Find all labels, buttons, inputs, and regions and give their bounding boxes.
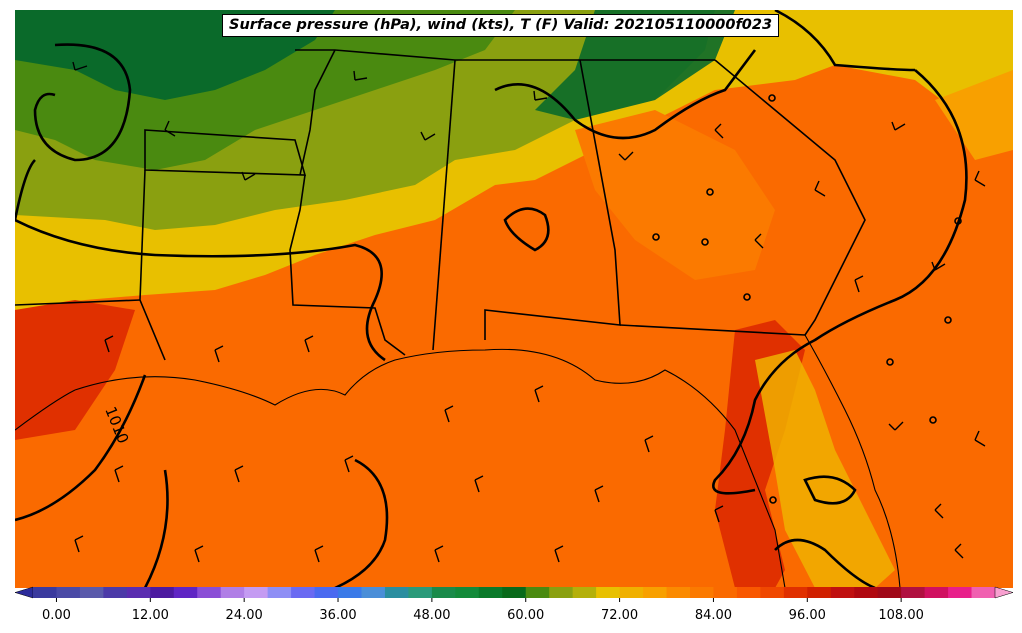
colorbar-tick-label: 24.00 [225,608,263,623]
coastline [15,334,901,588]
colorbar-cell [384,587,410,598]
wind-barbs [72,61,986,563]
colorbar-cell [79,587,104,598]
colorbar-tick-label: 48.00 [413,608,451,623]
colorbar-cell [924,587,949,598]
colorbar-cell [666,587,691,598]
colorbar-tick-label: 12.00 [131,608,169,623]
colorbar-cell [854,587,879,598]
colorbar-cell [291,587,316,598]
temperature-field-orange-georgia [575,110,775,280]
colorbar-tick-label: 84.00 [694,608,733,623]
colorbar-cell [596,587,621,598]
temperature-field-amber-northeast [935,70,1013,160]
colorbar-tick-label: 36.00 [319,608,357,623]
map-panel [15,10,1013,588]
colorbar-cell [971,587,996,598]
colorbar-cell [643,587,668,598]
colorbar-extend-low [14,586,34,599]
colorbar-extend-high [994,586,1014,599]
colorbar-cell [619,587,644,598]
colorbar-cell [244,587,269,598]
colorbar-cell [361,587,386,598]
colorbar-cell [197,587,222,598]
colorbar-cell [103,587,128,598]
colorbar-cell [455,587,480,598]
colorbar-cell [948,587,973,598]
colorbar-cell [572,587,597,598]
colorbar-cell [33,587,58,598]
colorbar-cell [267,587,292,598]
colorbar-cell [126,587,151,598]
colorbar-cell [830,587,855,598]
colorbar-cell [807,587,832,598]
colorbar-tick-label: 72.00 [600,608,639,623]
map-canvas [15,10,1013,588]
map-title: Surface pressure (hPa), wind (kts), T (F… [222,14,780,37]
colorbar-cell [338,587,363,598]
colorbar-cell [408,587,433,598]
small-pressure-rings [652,94,962,504]
colorbar-cell [877,587,902,598]
colorbar-cell [150,587,175,598]
colorbar-cell [314,587,339,598]
colorbar-tick-label: 0.00 [41,608,71,623]
colorbar-cell [220,587,245,598]
colorbar-cell [736,587,761,598]
colorbar-cell [502,587,527,598]
colorbar-tick-label: 96.00 [788,608,826,623]
colorbar-tick-label: 60.00 [507,608,545,623]
colorbar-cell [783,587,808,598]
colorbar-cell [901,587,926,598]
colorbar-cell [549,587,574,598]
colorbar-cell [713,587,738,598]
state-boundaries [15,49,866,361]
temperature-colorbar [14,586,1014,602]
temperature-field-deep-green-east [535,10,735,120]
colorbar-cell [478,587,503,598]
colorbar-cell [689,587,715,598]
colorbar-cell [525,587,550,598]
colorbar-cell [431,587,456,598]
colorbar-cell [760,587,785,598]
colorbar-tick-label: 108.00 [878,608,924,623]
temperature-field-amber-florida [755,350,895,588]
isobars [15,10,968,588]
colorbar-cell [173,587,198,598]
colorbar-cell [56,587,81,598]
temperature-field-red-west [15,300,135,440]
